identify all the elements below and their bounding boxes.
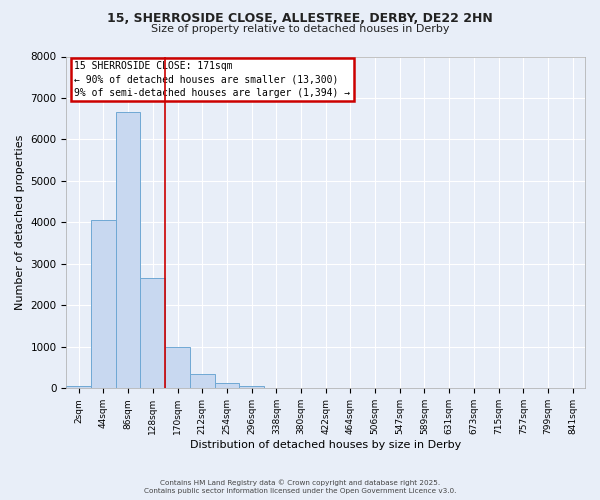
Bar bbox=[165, 347, 190, 389]
Text: Size of property relative to detached houses in Derby: Size of property relative to detached ho… bbox=[151, 24, 449, 34]
Bar bbox=[239, 386, 264, 388]
Y-axis label: Number of detached properties: Number of detached properties bbox=[15, 134, 25, 310]
Text: Contains HM Land Registry data © Crown copyright and database right 2025.
Contai: Contains HM Land Registry data © Crown c… bbox=[144, 479, 456, 494]
Bar bbox=[116, 112, 140, 388]
X-axis label: Distribution of detached houses by size in Derby: Distribution of detached houses by size … bbox=[190, 440, 461, 450]
Bar bbox=[215, 384, 239, 388]
Bar bbox=[91, 220, 116, 388]
Bar bbox=[140, 278, 165, 388]
Text: 15, SHERROSIDE CLOSE, ALLESTREE, DERBY, DE22 2HN: 15, SHERROSIDE CLOSE, ALLESTREE, DERBY, … bbox=[107, 12, 493, 26]
Text: 15 SHERROSIDE CLOSE: 171sqm
← 90% of detached houses are smaller (13,300)
9% of : 15 SHERROSIDE CLOSE: 171sqm ← 90% of det… bbox=[74, 62, 350, 98]
Bar bbox=[190, 374, 215, 388]
Bar bbox=[67, 386, 91, 388]
